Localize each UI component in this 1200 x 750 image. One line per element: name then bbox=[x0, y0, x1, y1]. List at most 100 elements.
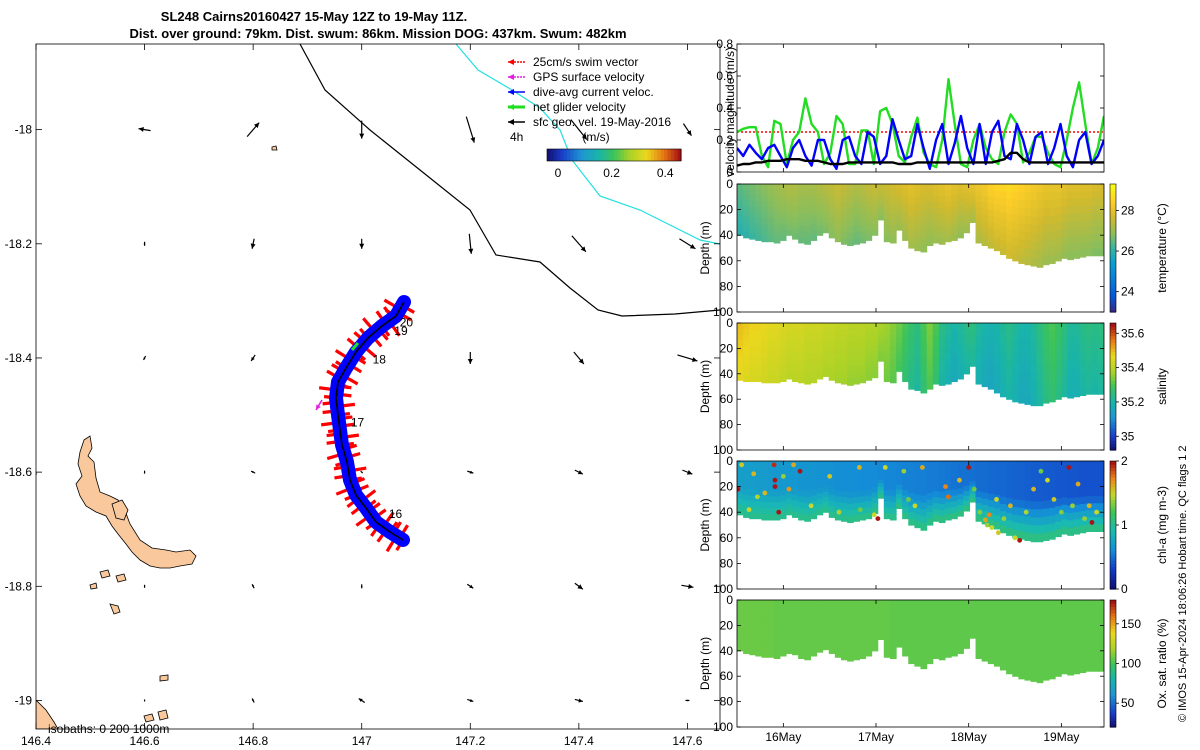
salinity-cell bbox=[981, 342, 989, 349]
chl-cell bbox=[773, 466, 781, 474]
salinity-cell bbox=[871, 323, 879, 330]
chl-cell bbox=[1042, 532, 1050, 541]
temperature-cell bbox=[743, 210, 750, 217]
oxygen-cell bbox=[993, 613, 1001, 621]
map-xtick-label: 147.2 bbox=[455, 734, 485, 748]
oxygen-cell bbox=[889, 635, 897, 642]
temperature-cell bbox=[822, 213, 830, 219]
salinity-cell bbox=[1079, 337, 1087, 346]
temperature-cell bbox=[902, 217, 909, 225]
chl-cell bbox=[804, 473, 811, 480]
salinity-cell bbox=[1079, 330, 1087, 339]
oxygen-cell bbox=[1006, 658, 1013, 667]
chl-cell bbox=[737, 477, 744, 484]
chl-point bbox=[1017, 537, 1023, 543]
salinity-cell bbox=[798, 346, 805, 354]
velocity-ylabel: velocity magnitude (m/s) bbox=[723, 47, 737, 177]
chl-cell bbox=[871, 502, 879, 509]
temperature-cell bbox=[908, 216, 915, 223]
temperature-cell bbox=[785, 184, 793, 190]
salinity-cell bbox=[1030, 331, 1038, 341]
temperature-cell bbox=[1018, 231, 1026, 241]
oxygen-cell bbox=[1091, 649, 1099, 658]
temperature-cell bbox=[1018, 191, 1026, 201]
chl-cell bbox=[804, 485, 811, 492]
legend-interval: 4h bbox=[510, 130, 523, 144]
salinity-cell bbox=[1048, 354, 1056, 363]
salinity-cell bbox=[792, 346, 799, 353]
salinity-cell bbox=[920, 371, 928, 380]
salinity-cell bbox=[1018, 347, 1026, 356]
chl-cell bbox=[1055, 528, 1062, 538]
temperature-cell bbox=[896, 197, 903, 204]
chl-colorbar-cell bbox=[1110, 537, 1116, 542]
chl-cell bbox=[1091, 475, 1099, 483]
salinity-colorbar-cell bbox=[1110, 443, 1116, 448]
chl-cell bbox=[773, 490, 781, 497]
salinity-cell bbox=[908, 329, 915, 337]
salinity-cell bbox=[987, 342, 995, 351]
oxygen-cell bbox=[963, 604, 971, 611]
salinity-cell bbox=[1061, 352, 1068, 361]
chl-cell bbox=[847, 461, 854, 468]
temperature-cell bbox=[1024, 248, 1032, 258]
chl-cell bbox=[1091, 517, 1099, 525]
temperature-ytick-label: 100 bbox=[713, 305, 733, 319]
temperature-cell bbox=[859, 213, 867, 220]
temperature-cell bbox=[737, 194, 744, 200]
oxygen-cell bbox=[1073, 600, 1081, 608]
chl-cell bbox=[853, 461, 860, 468]
salinity-colorbar-cell bbox=[1110, 357, 1116, 362]
salinity-cell bbox=[816, 328, 824, 335]
oxygen-colorbar-cell bbox=[1110, 701, 1116, 706]
chl-cell bbox=[1000, 489, 1007, 498]
oxygen-cell bbox=[920, 661, 928, 670]
map-xtick-label: 146.6 bbox=[130, 734, 160, 748]
oxygen-cell bbox=[785, 621, 793, 628]
oxygen-colorbar-cell bbox=[1110, 723, 1116, 728]
oxygen-cell bbox=[920, 613, 928, 622]
chl-cell bbox=[1079, 496, 1087, 505]
geo-vector-arrow bbox=[574, 698, 584, 703]
oxygen-cell bbox=[1091, 664, 1099, 672]
chl-cell bbox=[920, 488, 928, 497]
oxygen-cell bbox=[779, 627, 787, 635]
chl-cell bbox=[755, 478, 763, 485]
salinity-cell bbox=[834, 334, 842, 342]
temperature-cell bbox=[1061, 228, 1068, 237]
chl-cell bbox=[932, 479, 940, 486]
salinity-cell bbox=[944, 329, 952, 336]
chl-point bbox=[945, 494, 951, 500]
chl-cell bbox=[1024, 476, 1032, 486]
temperature-cell bbox=[993, 217, 1001, 225]
temperature-cell bbox=[883, 207, 891, 214]
temperature-cell bbox=[804, 232, 811, 239]
chl-cell bbox=[761, 461, 769, 468]
temperature-cell bbox=[920, 204, 928, 212]
oxygen-cell bbox=[963, 614, 971, 620]
salinity-cell bbox=[981, 354, 989, 362]
temperature-cell bbox=[920, 224, 928, 233]
temperature-cell bbox=[792, 189, 799, 196]
temperature-colorbar-cell bbox=[1110, 267, 1116, 271]
chl-cell bbox=[743, 500, 750, 507]
salinity-colorbar-cell bbox=[1110, 399, 1116, 403]
oxygen-cell bbox=[1030, 665, 1038, 674]
chl-cell bbox=[1036, 525, 1044, 535]
chl-cell bbox=[920, 502, 928, 510]
velocity-ytick-label: 0.6 bbox=[716, 69, 733, 83]
oxygen-cell bbox=[767, 622, 775, 630]
oxygen-colorbar-cell bbox=[1110, 663, 1116, 668]
temperature-cell bbox=[847, 190, 854, 197]
chl-point bbox=[772, 477, 778, 483]
chl-cell bbox=[853, 485, 860, 492]
chl-colorbar-cell bbox=[1110, 464, 1116, 468]
salinity-cell bbox=[957, 373, 964, 380]
salinity-colorbar-cell bbox=[1110, 345, 1116, 349]
oxygen-cell bbox=[951, 605, 958, 612]
oxygen-cell bbox=[993, 652, 1001, 661]
map-ytick-label: -18.2 bbox=[5, 237, 33, 251]
geo-vector-arrow bbox=[574, 582, 584, 590]
temperature-cell bbox=[1036, 217, 1044, 227]
temperature-cell bbox=[1006, 221, 1013, 230]
